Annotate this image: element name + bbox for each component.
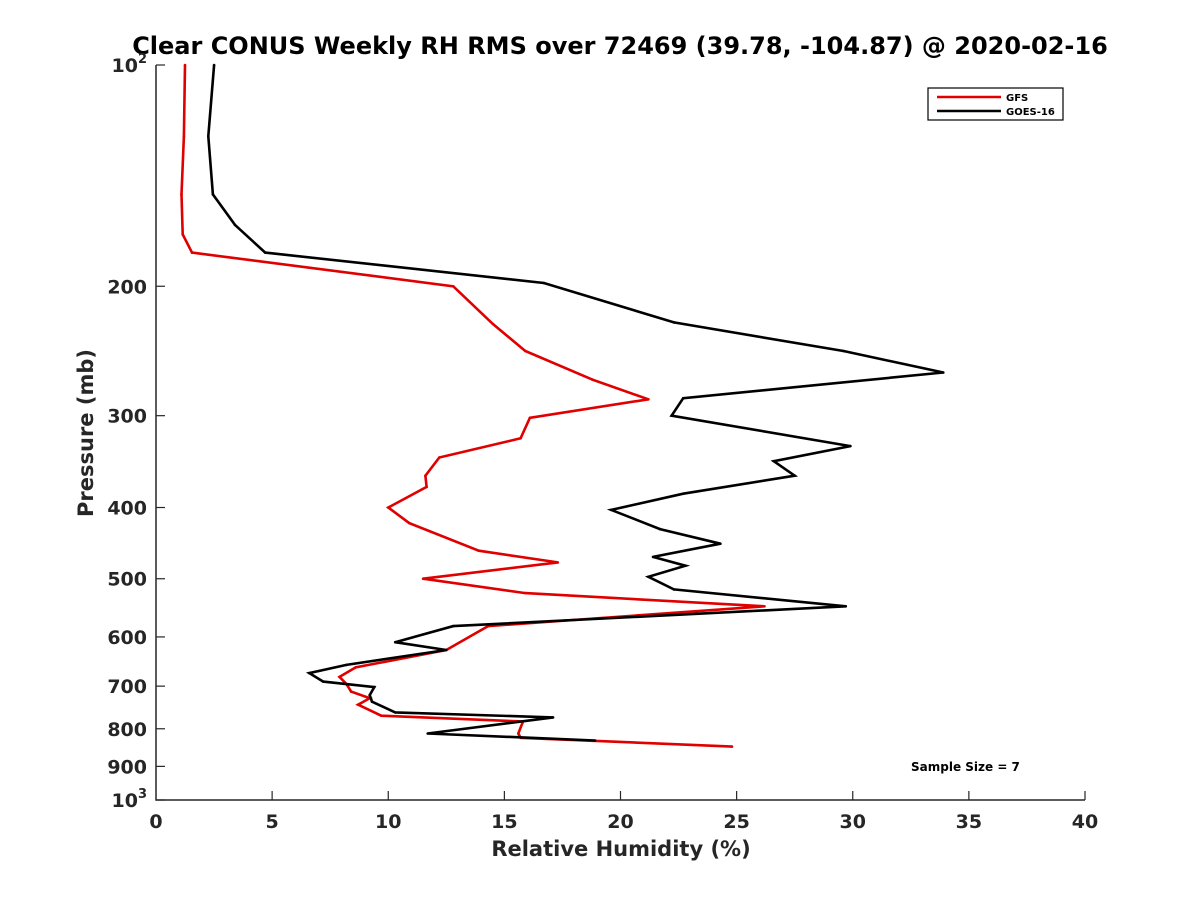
- x-tick-label: 15: [491, 811, 517, 833]
- data-point-goes16-10: [670, 414, 673, 418]
- data-point-gfs-12: [438, 456, 441, 459]
- x-axis-ticks: 0 5 10 15 20 25 30 35 40: [149, 791, 1098, 833]
- data-point-goes16-31: [370, 700, 374, 703]
- data-point-gfs-16: [407, 521, 411, 525]
- data-point-gfs-0: [183, 63, 187, 67]
- y-tick-label: 900: [107, 756, 147, 778]
- data-point-gfs-14: [425, 485, 428, 489]
- data-point-gfs-1: [182, 134, 186, 138]
- data-point-gfs-19: [421, 577, 425, 580]
- data-point-goes16-19: [684, 564, 687, 567]
- data-point-gfs-27: [349, 690, 353, 693]
- legend: GFS GOES-16: [927, 87, 1064, 121]
- data-point-goes16-21: [672, 588, 676, 591]
- x-tick-label: 40: [1072, 811, 1098, 833]
- data-point-goes16-11: [849, 444, 852, 448]
- x-tick-label: 25: [723, 811, 749, 833]
- data-point-gfs-7: [524, 349, 527, 353]
- data-point-goes16-13: [793, 474, 796, 478]
- data-point-gfs-5: [452, 285, 455, 288]
- data-point-gfs-15: [387, 506, 390, 509]
- data-point-goes16-3: [233, 223, 237, 227]
- x-tick-label: 0: [149, 811, 162, 833]
- x-tick-label: 20: [607, 811, 633, 833]
- data-point-goes16-28: [321, 680, 325, 683]
- data-point-goes16-8: [942, 371, 945, 374]
- data-point-goes16-1: [207, 134, 210, 138]
- data-point-goes16-4: [263, 251, 267, 254]
- data-point-goes16-18: [651, 555, 655, 559]
- data-point-gfs-18: [556, 561, 560, 564]
- data-point-gfs-29: [356, 703, 360, 706]
- data-point-goes16-14: [681, 492, 685, 496]
- data-point-gfs-25: [338, 675, 341, 679]
- legend-box: [927, 87, 1064, 121]
- data-point-gfs-34: [730, 745, 734, 748]
- data-point-goes16-12: [772, 459, 776, 463]
- data-point-gfs-8: [591, 378, 594, 382]
- y-tick-label: 103: [112, 787, 148, 812]
- data-point-goes16-0: [212, 63, 216, 67]
- data-point-goes16-27: [308, 671, 311, 675]
- y-axis-label: Pressure (mb): [74, 349, 98, 517]
- data-point-gfs-3: [181, 233, 184, 236]
- chart-title: Clear CONUS Weekly RH RMS over 72469 (39…: [132, 32, 1108, 60]
- data-point-gfs-4: [190, 251, 194, 254]
- data-point-goes16-26: [345, 663, 348, 667]
- y-tick-label: 102: [112, 52, 148, 77]
- data-point-goes16-17: [719, 542, 722, 545]
- data-point-gfs-20: [524, 591, 527, 595]
- data-point-gfs-17: [477, 549, 481, 552]
- y-tick-label: 500: [107, 569, 147, 591]
- plot-lines: [180, 63, 945, 748]
- data-point-goes16-34: [426, 732, 430, 735]
- data-point-goes16-25: [445, 648, 448, 652]
- data-point-goes16-6: [672, 321, 676, 324]
- data-point-goes16-22: [844, 605, 848, 608]
- data-point-gfs-2: [180, 193, 183, 196]
- data-point-goes16-32: [393, 711, 397, 714]
- y-tick-label: 200: [107, 276, 147, 298]
- data-point-goes16-23: [452, 624, 455, 628]
- legend-label-goes16: GOES-16: [1006, 107, 1055, 118]
- x-tick-label: 5: [266, 811, 279, 833]
- data-point-goes16-15: [609, 508, 613, 512]
- y-tick-label: 800: [107, 719, 147, 741]
- data-point-gfs-11: [519, 437, 522, 440]
- series-line-goes16: [206, 64, 944, 742]
- y-axis-ticks: 102 200 300 400 500 600 700 800 900 103: [107, 52, 165, 812]
- data-point-gfs-21: [763, 605, 766, 608]
- x-tick-label: 35: [956, 811, 982, 833]
- data-point-gfs-9: [647, 398, 650, 401]
- data-point-goes16-20: [647, 575, 650, 579]
- data-point-goes16-33: [551, 716, 555, 719]
- data-point-goes16-30: [368, 693, 372, 697]
- y-tick-label: 400: [107, 498, 147, 520]
- data-point-gfs-6: [491, 322, 495, 326]
- y-tick-label: 600: [107, 627, 147, 649]
- data-point-goes16-29: [373, 685, 376, 689]
- data-point-goes16-24: [393, 640, 397, 644]
- y-tick-label: 300: [107, 406, 147, 428]
- data-point-gfs-32: [517, 732, 520, 735]
- data-point-goes16-2: [211, 193, 215, 196]
- data-point-gfs-13: [424, 474, 427, 478]
- data-point-gfs-24: [354, 666, 358, 669]
- x-axis-label: Relative Humidity (%): [491, 837, 750, 861]
- legend-label-gfs: GFS: [1006, 93, 1028, 104]
- y-tick-label: 700: [107, 676, 147, 698]
- data-point-gfs-30: [380, 714, 383, 717]
- data-point-goes16-7: [842, 349, 845, 353]
- x-tick-label: 10: [375, 811, 401, 833]
- data-point-goes16-16: [658, 527, 662, 531]
- data-point-goes16-35: [593, 739, 597, 742]
- data-point-goes16-9: [681, 396, 685, 400]
- axes-frame: [155, 65, 1085, 801]
- data-point-goes16-5: [542, 281, 546, 285]
- sample-size-annotation: Sample Size = 7: [911, 760, 1020, 774]
- x-tick-label: 30: [840, 811, 866, 833]
- data-point-gfs-10: [528, 416, 532, 420]
